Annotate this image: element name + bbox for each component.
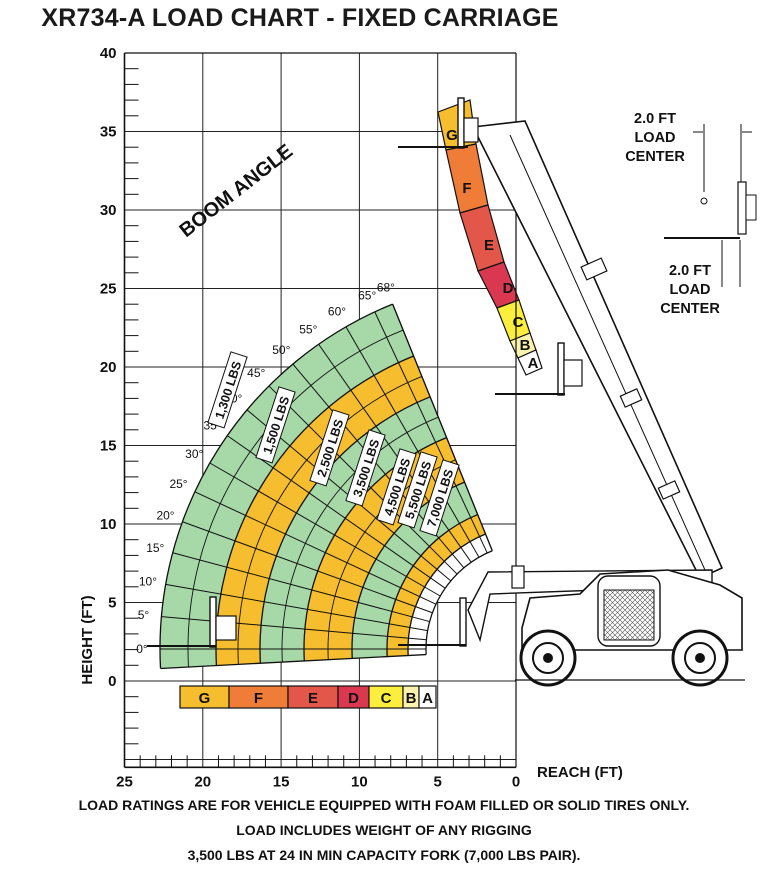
load-center-top-line2: LOAD: [634, 130, 675, 146]
zone-label: B: [520, 337, 531, 354]
boom-angle-label: 50°: [272, 343, 290, 357]
boom-arm: [473, 121, 722, 578]
x-tick-label: 10: [351, 773, 368, 790]
y-tick-label: 30: [100, 202, 117, 219]
y-tick-label: 20: [100, 359, 117, 376]
boom-angle-title: BOOM ANGLE: [176, 140, 298, 242]
load-center-top-line3: CENTER: [625, 149, 685, 165]
capacity-label-text: 1,300 LBS: [213, 360, 245, 421]
y-tick-label: 35: [100, 124, 117, 141]
boom-angle-label: 10°: [139, 574, 157, 588]
x-tick-label: 25: [116, 773, 133, 790]
zone-label: G: [199, 690, 211, 707]
x-tick-label: 5: [434, 773, 442, 790]
zone-label: C: [381, 690, 392, 707]
y-tick-label: 5: [108, 595, 116, 612]
y-tick-label: 40: [100, 45, 117, 62]
boom-angle-label: 68°: [377, 280, 395, 294]
y-tick-label: 25: [100, 281, 117, 298]
load-center-top-line1: 2.0 FT: [634, 111, 676, 127]
load-center-bottom-line2: LOAD: [669, 282, 710, 298]
zone-label: G: [446, 127, 458, 144]
note-fork: 3,500 LBS AT 24 IN MIN CAPACITY FORK (7,…: [0, 847, 768, 863]
zone-label: A: [528, 355, 539, 372]
zone-label: E: [484, 237, 494, 254]
note-tires: LOAD RATINGS ARE FOR VEHICLE EQUIPPED WI…: [0, 797, 768, 813]
boom-angle-label: 55°: [299, 323, 317, 337]
boom-angle-label: 15°: [146, 541, 164, 555]
zone-label: F: [462, 180, 471, 197]
zone-label: F: [254, 690, 263, 707]
x-axis-label: REACH (FT): [537, 764, 623, 781]
zone-label: E: [308, 690, 318, 707]
boom-angle-label: 30°: [185, 447, 203, 461]
y-axis-label: HEIGHT (FT): [79, 595, 96, 684]
boom-angle-label: 20°: [156, 509, 174, 523]
x-tick-label: 20: [194, 773, 211, 790]
load-center-bottom-line1: 2.0 FT: [669, 263, 711, 279]
boom-angle-label: 65°: [358, 289, 376, 303]
y-tick-label: 15: [100, 438, 117, 455]
zone-box-side: [460, 205, 504, 271]
zone-label: D: [348, 690, 359, 707]
y-tick-label: 10: [100, 516, 117, 533]
boom-angle-label: 60°: [328, 304, 346, 318]
boom-angle-label: 25°: [169, 477, 187, 491]
note-rigging: LOAD INCLUDES WEIGHT OF ANY RIGGING: [0, 822, 768, 838]
x-tick-label: 0: [512, 773, 520, 790]
zone-label: D: [503, 280, 514, 297]
zone-box-side: [446, 144, 488, 213]
load-center-bottom-line3: CENTER: [660, 301, 720, 317]
zone-label: A: [422, 690, 433, 707]
x-tick-label: 15: [273, 773, 290, 790]
zone-label: B: [406, 690, 417, 707]
zone-label: C: [513, 314, 524, 331]
boom-angle-label: 45°: [247, 366, 265, 380]
boom-angle-label: 0°: [136, 642, 148, 656]
y-tick-label: 0: [108, 673, 116, 690]
boom-angle-label: 5°: [138, 608, 150, 622]
